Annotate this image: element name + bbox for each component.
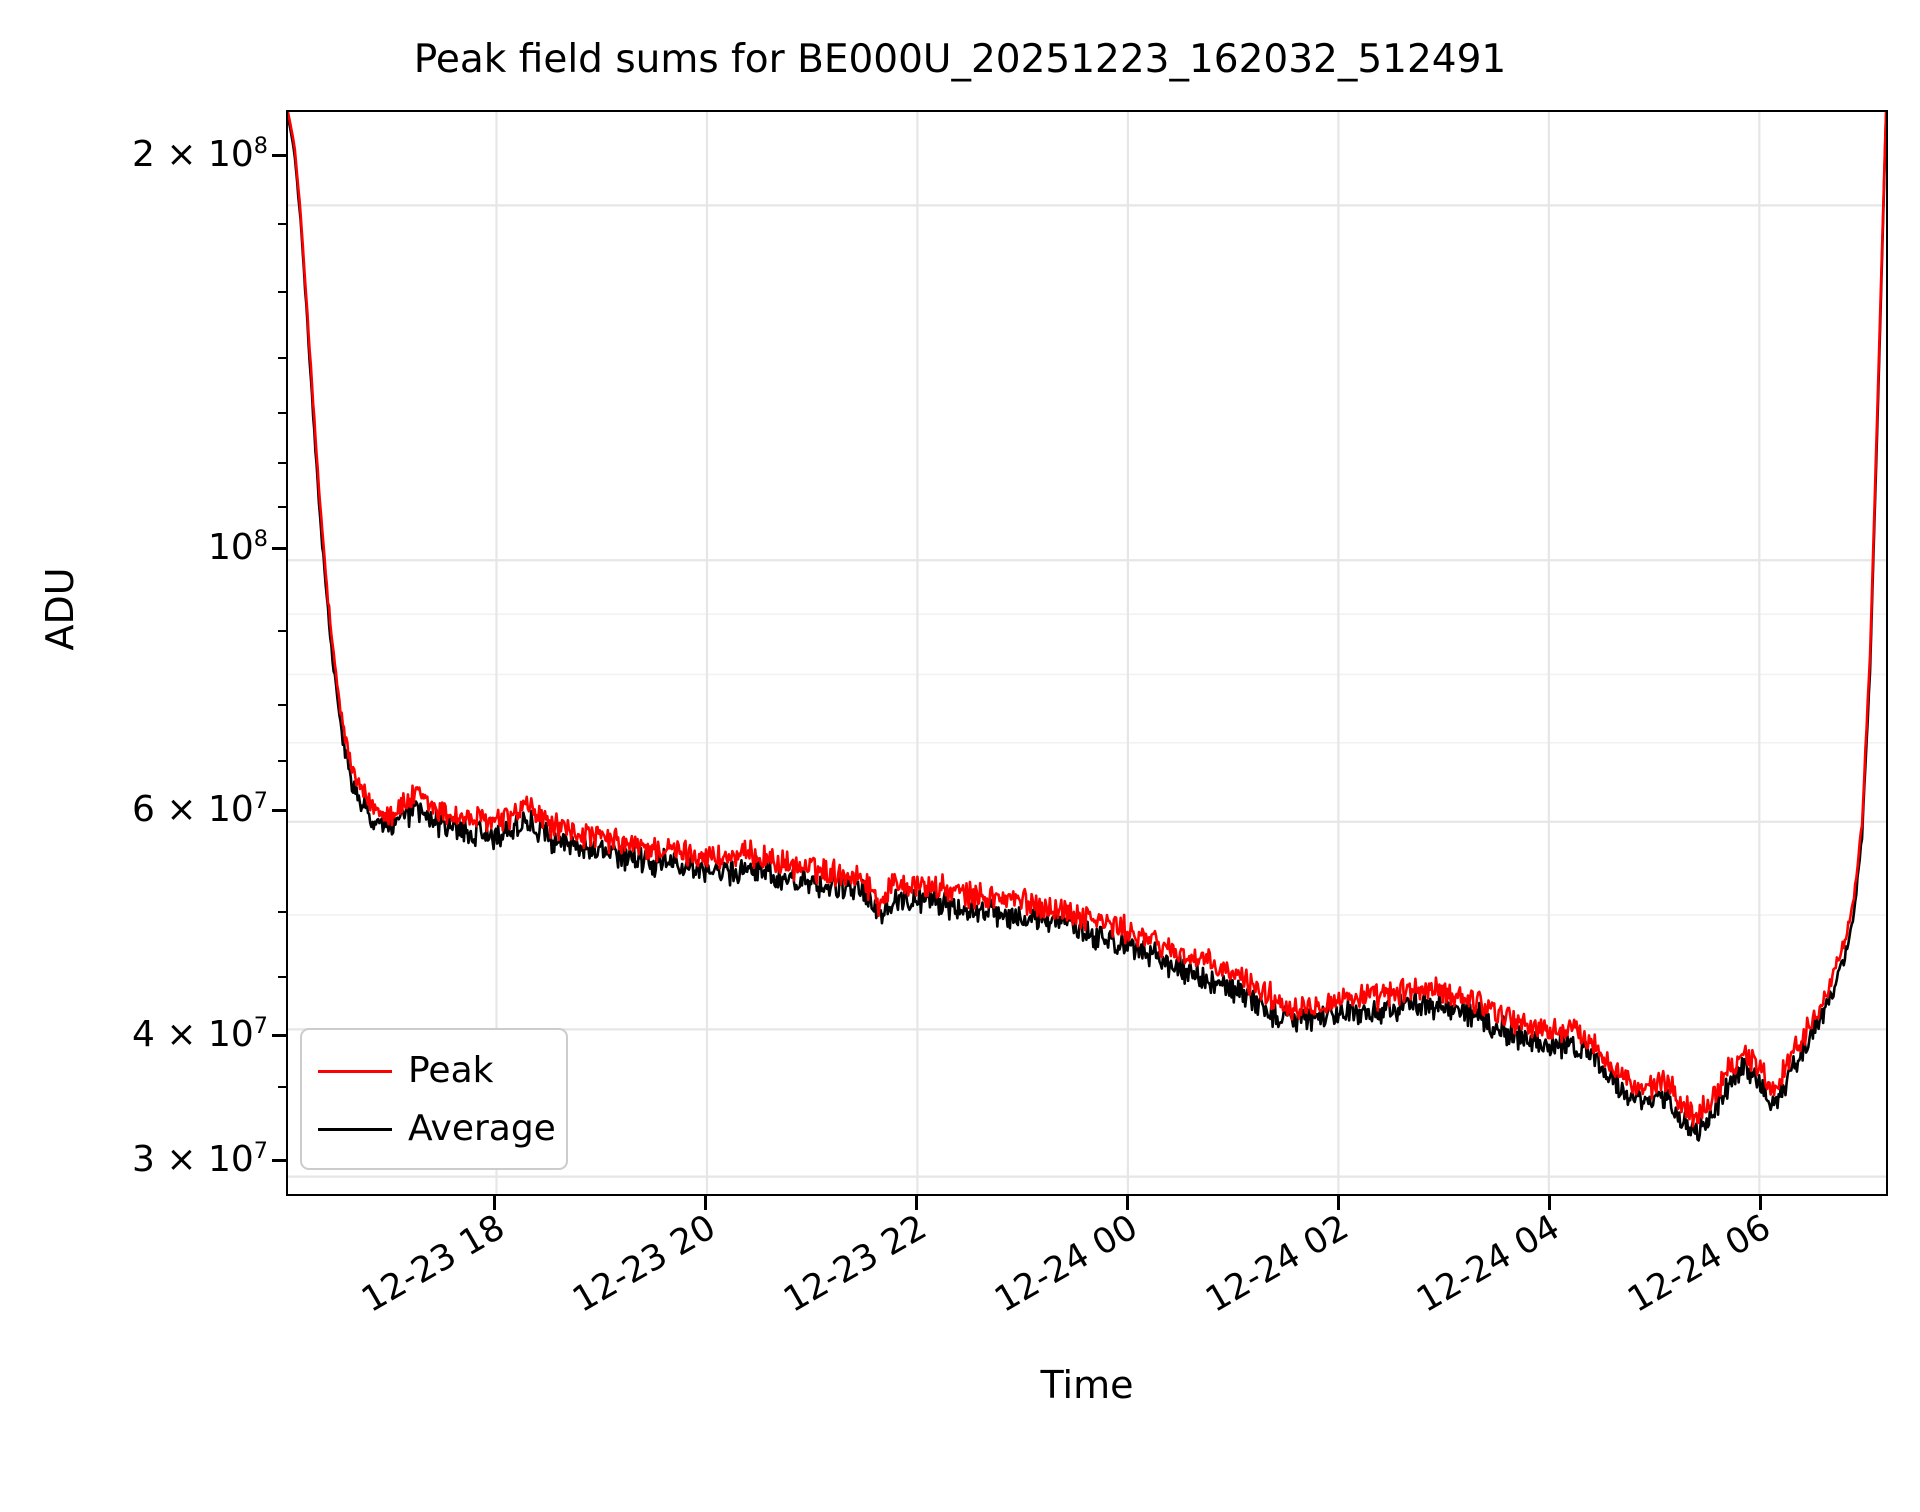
legend-label-average: Average (408, 1108, 556, 1149)
x-tick-mark (493, 1196, 496, 1210)
y-minor-tick-mark (278, 506, 286, 508)
y-tick-label-6e7: 6 × 107 (132, 788, 268, 830)
y-minor-tick-mark (278, 462, 286, 464)
x-axis-label: Time (1040, 1363, 1134, 1407)
y-tick-label-1e8: 108 (207, 526, 268, 568)
legend-entry-average: Average (302, 1100, 570, 1158)
series-line-peak (288, 112, 1886, 1128)
y-axis-label: ADU (38, 567, 82, 651)
y-tick-mark (272, 1159, 286, 1162)
plot-area (286, 110, 1888, 1196)
y-minor-tick-mark (278, 412, 286, 414)
y-minor-tick-mark (278, 630, 286, 632)
data-series (288, 112, 1886, 1142)
y-tick-label-2e8: 2 × 108 (132, 133, 268, 175)
y-minor-tick-mark (278, 357, 286, 359)
y-tick-mark (272, 547, 286, 550)
y-minor-tick-mark (278, 223, 286, 225)
legend-label-peak: Peak (408, 1050, 494, 1091)
legend-swatch-average (318, 1127, 392, 1131)
legend-swatch-peak (318, 1069, 392, 1073)
grid-lines (288, 112, 1886, 1194)
y-minor-tick-mark (278, 1086, 286, 1088)
y-minor-tick-mark (278, 291, 286, 293)
x-tick-mark (915, 1196, 918, 1210)
x-tick-mark (1759, 1196, 1762, 1210)
y-minor-tick-mark (278, 704, 286, 706)
y-tick-mark (272, 809, 286, 812)
page-title: Peak field sums for BE000U_20251223_1620… (413, 37, 1507, 82)
plot-svg (288, 112, 1886, 1194)
y-tick-mark (272, 154, 286, 157)
y-minor-tick-mark (278, 760, 286, 762)
x-tick-mark (1548, 1196, 1551, 1210)
chart-figure: Peak field sums for BE000U_20251223_1620… (38, 37, 1888, 1407)
y-minor-tick-mark (278, 976, 286, 978)
y-tick-mark (272, 1034, 286, 1037)
x-tick-mark (704, 1196, 707, 1210)
series-line-average (288, 114, 1886, 1142)
y-tick-label-3e7: 3 × 107 (132, 1138, 268, 1180)
legend-entry-peak: Peak (302, 1042, 570, 1100)
y-minor-tick-mark (278, 911, 286, 913)
x-tick-mark (1337, 1196, 1340, 1210)
y-tick-label-4e7: 4 × 107 (132, 1013, 268, 1055)
x-tick-mark (1126, 1196, 1129, 1210)
legend: Peak Average (300, 1028, 568, 1170)
